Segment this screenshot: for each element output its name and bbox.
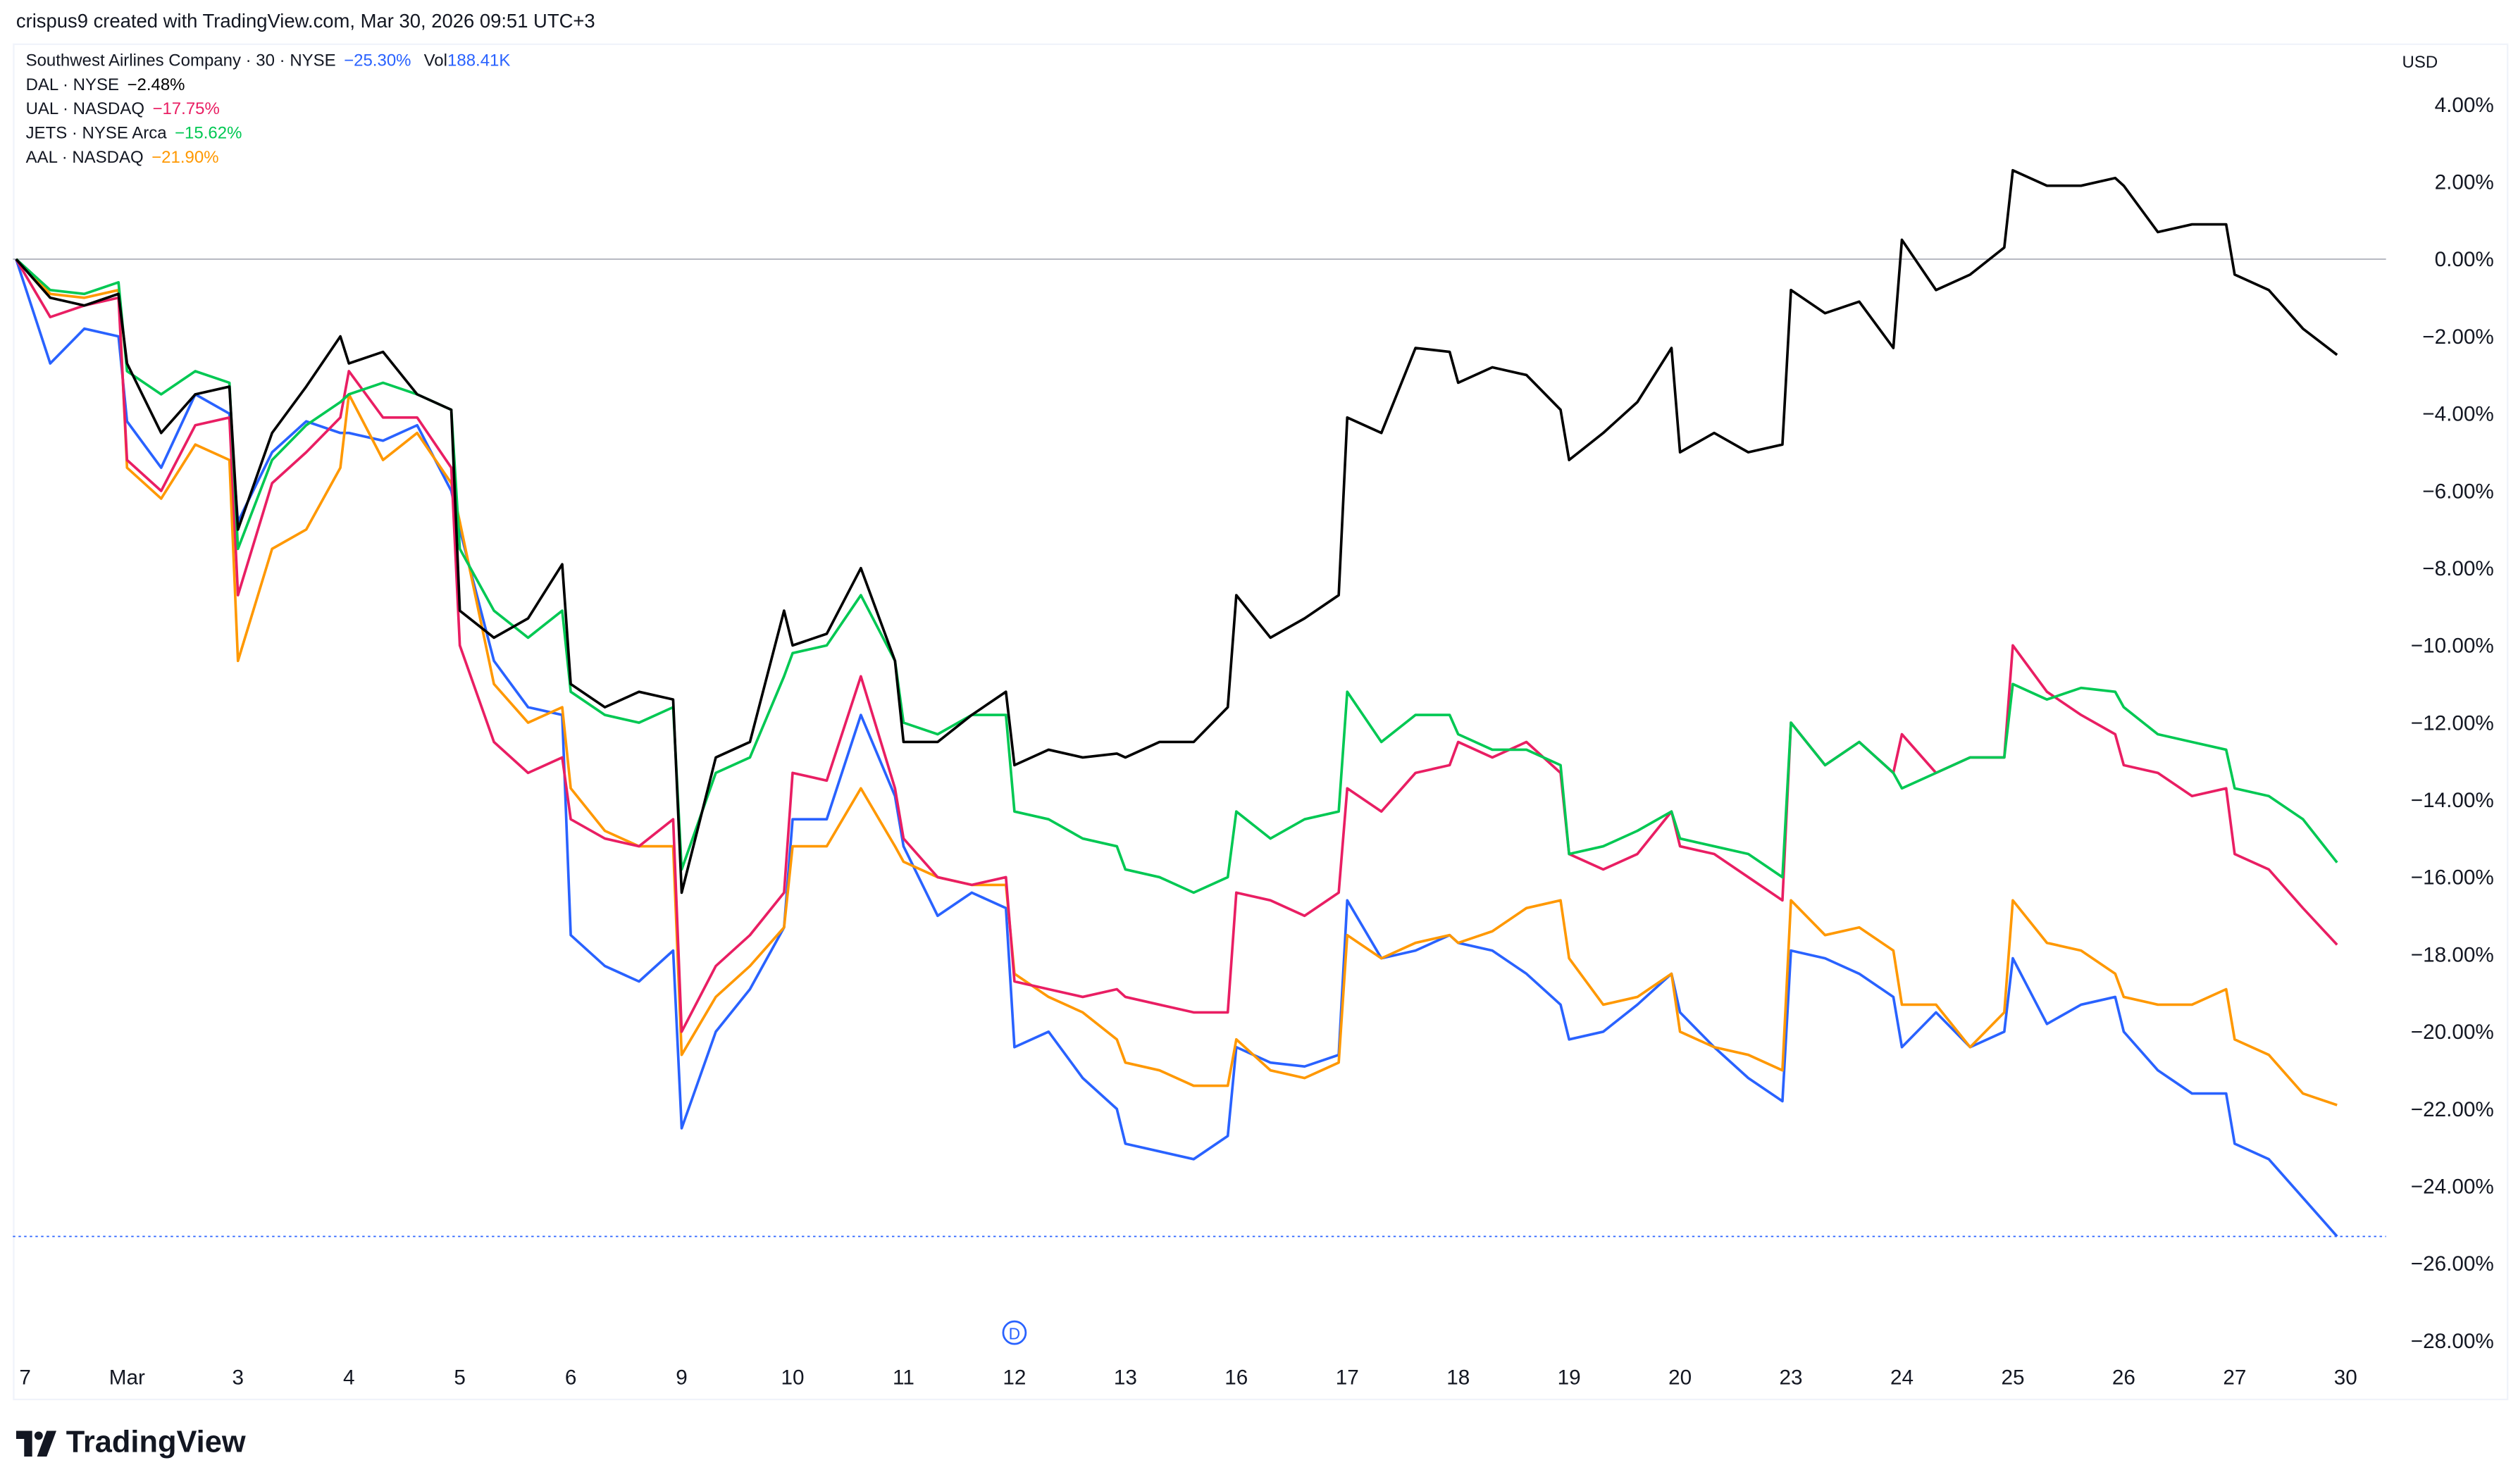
x-tick-label: 18: [1446, 1366, 1470, 1389]
y-tick-label: 4.00%: [2435, 94, 2494, 117]
legend-change: −17.75%: [152, 99, 220, 120]
brand-name: TradingView: [66, 1426, 246, 1460]
y-tick-label: −24.00%: [2411, 1175, 2494, 1198]
x-tick-label: 20: [1668, 1366, 1692, 1389]
x-tick-label: 12: [1003, 1366, 1026, 1389]
legend-change: −21.90%: [151, 148, 219, 168]
series-line-southwest-airlines-company: [15, 258, 2338, 1237]
y-tick-label: −6.00%: [2422, 480, 2494, 503]
x-tick-label: 24: [1890, 1366, 1914, 1389]
legend-label: DAL · NYSE: [25, 75, 120, 95]
x-tick-label: 5: [454, 1366, 466, 1389]
y-tick-label: −14.00%: [2411, 789, 2494, 812]
legend-vol-label: Vol: [423, 51, 447, 71]
legend-item-ual[interactable]: UAL · NASDAQ −17.75%: [26, 98, 511, 122]
x-tick-label: 11: [893, 1366, 914, 1389]
legend-item-jets[interactable]: JETS · NYSE Arca −15.62%: [26, 123, 511, 146]
x-tick-label: 3: [232, 1366, 244, 1389]
y-tick-label: −18.00%: [2411, 943, 2494, 966]
series-line-jets: [15, 258, 2338, 894]
x-tick-label: 10: [781, 1366, 804, 1389]
tradingview-logo[interactable]: TradingView: [15, 1426, 246, 1461]
legend: Southwest Airlines Company · 30 · NYSE −2…: [26, 50, 511, 170]
x-tick-label: 23: [1780, 1366, 1803, 1389]
legend-vol-value: 188.41K: [447, 51, 511, 71]
series-line-aal: [15, 258, 2338, 1106]
series-line-dal: [15, 168, 2338, 894]
chart-frame: [13, 43, 2509, 1401]
x-tick-label: 27: [2223, 1366, 2246, 1389]
y-tick-label: −16.00%: [2411, 866, 2494, 890]
y-tick-label: 2.00%: [2435, 171, 2494, 194]
y-tick-label: −26.00%: [2411, 1252, 2494, 1276]
x-tick-label: 4: [343, 1366, 355, 1389]
dividend-marker: [1002, 1320, 1027, 1345]
y-tick-label: −22.00%: [2411, 1098, 2494, 1121]
x-tick-label: 17: [1336, 1366, 1359, 1389]
x-tick-label: 25: [2001, 1366, 2024, 1389]
legend-change: −25.30%: [344, 51, 411, 71]
x-tick-label: 9: [676, 1366, 688, 1389]
y-tick-label: −12.00%: [2411, 711, 2494, 735]
legend-item-aal[interactable]: AAL · NASDAQ −21.90%: [26, 146, 511, 170]
tradingview-logo-icon: [15, 1430, 56, 1457]
y-tick-label: −8.00%: [2422, 557, 2494, 580]
x-tick-label: 7: [19, 1366, 31, 1389]
legend-label: AAL · NASDAQ: [25, 148, 144, 168]
x-tick-label: 19: [1558, 1366, 1581, 1389]
chart-credit: crispus9 created with TradingView.com, M…: [15, 9, 595, 32]
y-tick-label: −28.00%: [2411, 1330, 2494, 1353]
x-tick-label: 13: [1114, 1366, 1137, 1389]
y-tick-label: −10.00%: [2411, 635, 2494, 658]
legend-item-luv[interactable]: Southwest Airlines Company · 30 · NYSE −2…: [26, 50, 511, 74]
y-tick-label: −2.00%: [2422, 325, 2494, 349]
y-tick-label: −20.00%: [2411, 1021, 2494, 1044]
x-tick-label: Mar: [109, 1366, 145, 1389]
x-tick-label: 6: [565, 1366, 577, 1389]
legend-label: JETS · NYSE Arca: [25, 123, 167, 144]
currency-button[interactable]: USD: [2402, 53, 2438, 73]
legend-item-dal[interactable]: DAL · NYSE −2.48%: [26, 74, 511, 98]
x-tick-label: 26: [2112, 1366, 2135, 1389]
legend-label: UAL · NASDAQ: [25, 99, 145, 120]
legend-change: −15.62%: [175, 123, 242, 144]
x-tick-label: 30: [2334, 1366, 2357, 1389]
y-tick-label: −4.00%: [2422, 403, 2494, 426]
dividend-marker-label: D: [1009, 1324, 1021, 1342]
legend-label: Southwest Airlines Company · 30 · NYSE: [25, 51, 336, 71]
y-tick-label: 0.00%: [2435, 248, 2494, 271]
legend-change: −2.48%: [127, 75, 185, 95]
x-tick-label: 16: [1224, 1366, 1248, 1389]
series-line-ual: [15, 258, 2338, 1033]
